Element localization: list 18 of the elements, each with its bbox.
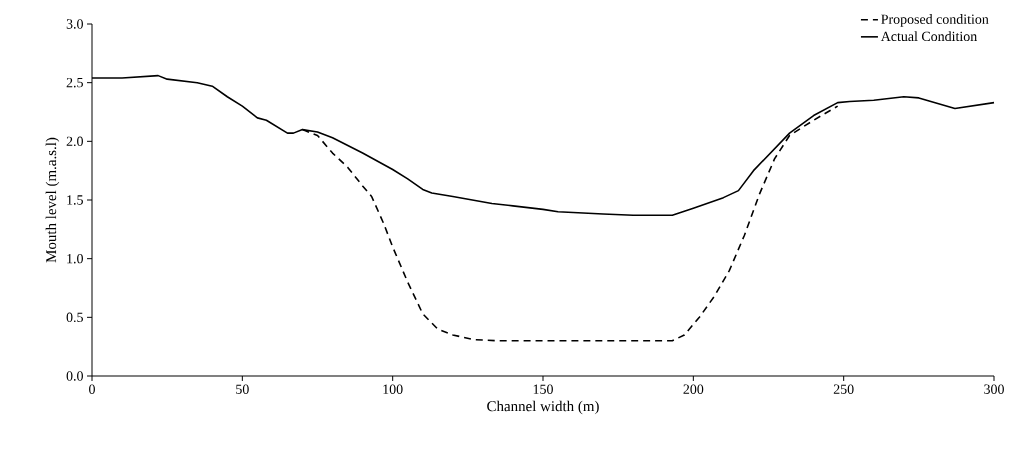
y-tick-label: 3.0: [66, 19, 83, 29]
x-axis-title: Channel width (m): [487, 400, 599, 415]
legend-label: Actual Condition: [880, 31, 977, 42]
y-tick-label: 1.0: [67, 253, 83, 264]
y-tick-label: 1.5: [67, 195, 83, 205]
x-tick-label: 50: [236, 384, 249, 394]
x-tick-label: 200: [683, 384, 704, 394]
x-tick-label: 250: [833, 384, 854, 394]
y-tick-label: 2.0: [66, 136, 83, 147]
x-tick-label: 150: [533, 384, 553, 394]
x-tick-label: 300: [984, 384, 1004, 394]
legend-label: Proposed condition: [881, 14, 989, 27]
x-tick-label: 0: [89, 384, 95, 394]
y-axis-title: Mouth level (m.a.s.l): [45, 137, 60, 263]
y-tick-label: 0.0: [66, 371, 83, 381]
y-tick-label: 0.5: [66, 312, 83, 323]
x-tick-label: 100: [383, 384, 403, 394]
y-tick-label: 2.5: [66, 77, 83, 88]
